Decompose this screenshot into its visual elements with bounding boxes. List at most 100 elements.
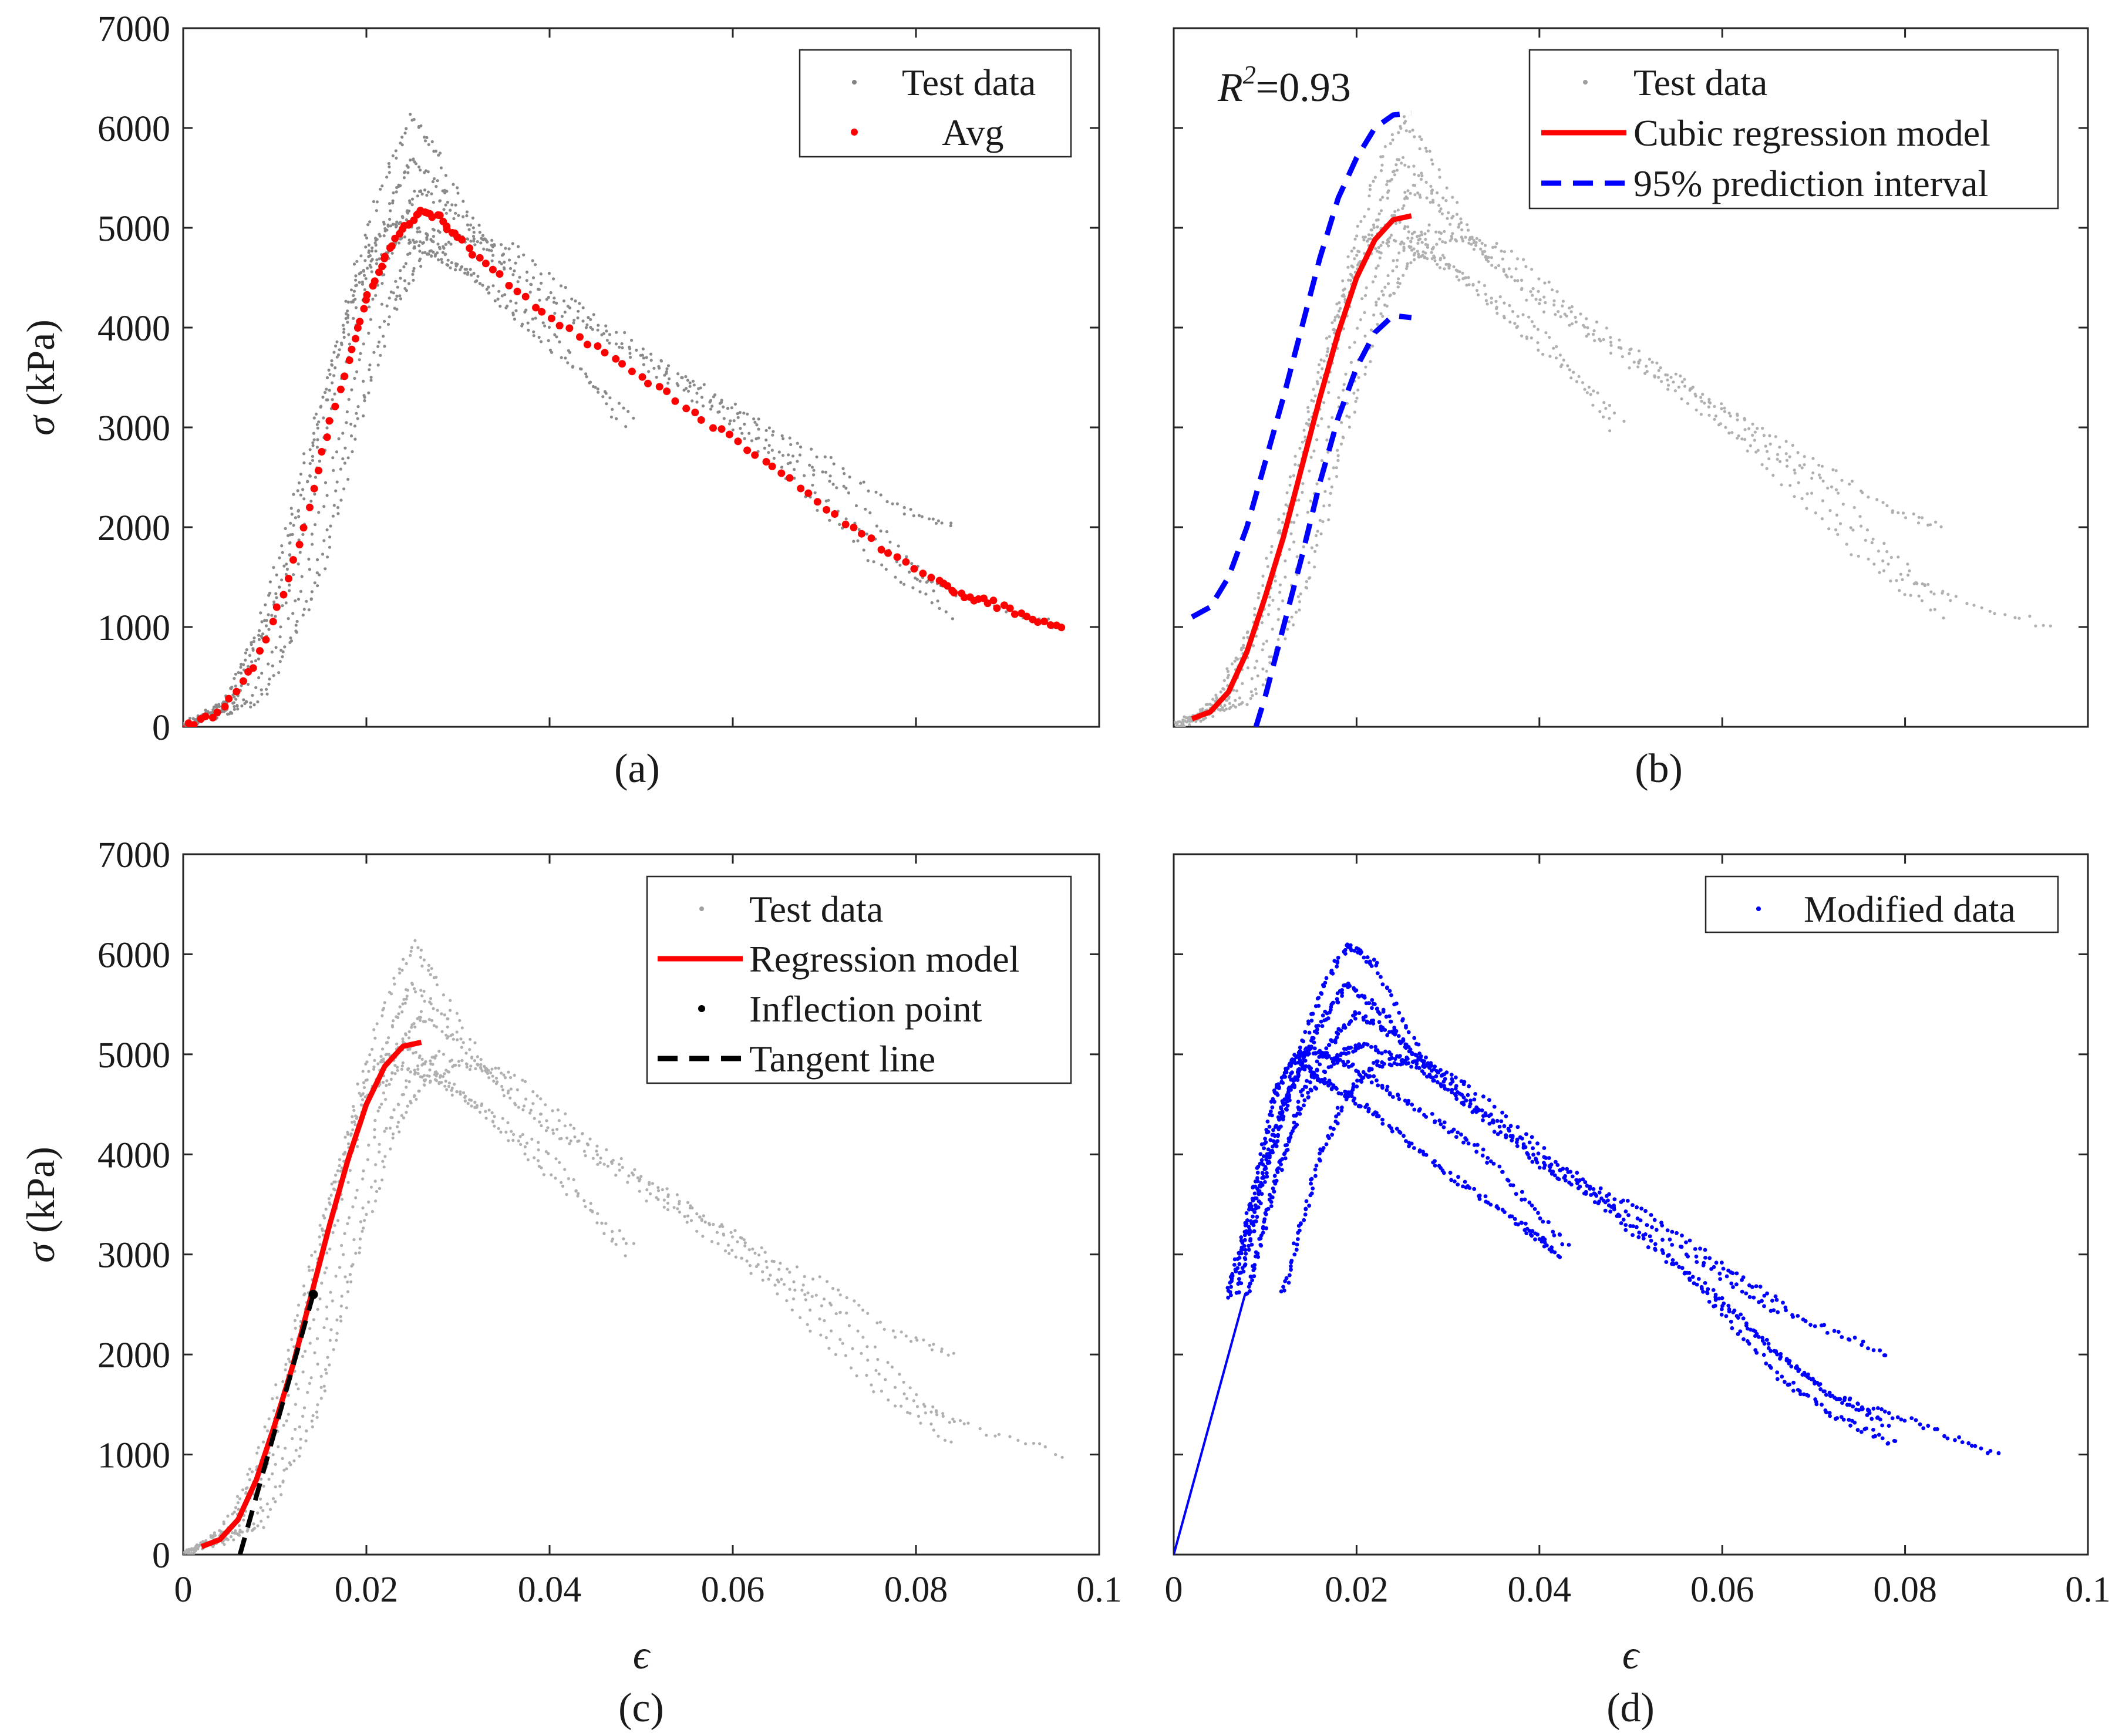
test-data-point [476, 1063, 480, 1067]
test-data-point [348, 1273, 352, 1276]
test-data-point [500, 1071, 503, 1075]
test-data-point [278, 1484, 282, 1488]
test-data-point [1747, 427, 1751, 430]
test-data-point [1412, 164, 1416, 168]
test-data-point [497, 1066, 501, 1070]
test-data-point [1315, 544, 1319, 547]
test-data-point [937, 1434, 940, 1438]
avg-point [352, 335, 360, 343]
test-data-point [311, 444, 315, 447]
test-data-point [879, 493, 882, 497]
test-data-point [323, 1271, 326, 1275]
modified-data-point [1878, 1348, 1882, 1353]
test-data-point [325, 1317, 329, 1320]
test-data-point [1532, 325, 1536, 328]
test-data-point [450, 261, 453, 265]
test-data-point [1393, 210, 1397, 213]
modified-data-point [1325, 1011, 1329, 1016]
avg-point [279, 591, 288, 599]
test-data-point [554, 1157, 558, 1161]
modified-data-point [1290, 1070, 1294, 1075]
test-data-point [645, 1199, 648, 1203]
test-data-point [344, 299, 348, 303]
test-data-point [1403, 225, 1407, 228]
test-data-point [328, 389, 331, 392]
test-data-point [405, 127, 408, 130]
modified-data-point [1296, 1100, 1301, 1104]
test-data-point [1836, 491, 1840, 495]
modified-data-point [1279, 1107, 1284, 1111]
test-data-point [232, 1538, 235, 1542]
test-data-point [339, 1319, 343, 1323]
modified-data-point [1229, 1285, 1234, 1289]
test-data-point [722, 1233, 726, 1237]
test-data-point [1536, 341, 1540, 345]
test-data-point [258, 1497, 262, 1501]
test-data-point [238, 1533, 241, 1537]
test-data-point [311, 1414, 315, 1417]
test-data-point [1472, 239, 1476, 242]
test-data-point [1805, 507, 1808, 510]
test-data-point [413, 245, 416, 248]
test-data-point [408, 199, 412, 203]
modified-data-point [1363, 1014, 1368, 1019]
modified-data-point [1447, 1130, 1451, 1135]
test-data-point [1569, 376, 1573, 380]
test-data-point [796, 441, 799, 445]
test-data-point [1404, 129, 1408, 133]
test-data-point [1645, 365, 1648, 368]
test-data-point [336, 1219, 340, 1222]
test-data-point [359, 352, 362, 355]
test-data-point [426, 234, 429, 237]
test-data-point [441, 251, 445, 254]
test-data-point [855, 1374, 858, 1378]
test-data-point [235, 1495, 240, 1498]
modified-data-point [1481, 1118, 1485, 1122]
test-data-point [614, 342, 618, 346]
test-data-point [442, 993, 446, 997]
test-data-point [396, 1066, 399, 1069]
test-data-point [1356, 388, 1360, 392]
test-data-point [1261, 648, 1264, 652]
test-data-point [604, 392, 608, 395]
test-data-point [614, 1243, 618, 1246]
test-data-point [1598, 338, 1601, 341]
test-data-point [346, 1181, 350, 1184]
test-data-point [1253, 613, 1257, 617]
modified-data-point [1373, 1002, 1377, 1006]
test-data-point [267, 613, 270, 616]
test-data-point [1288, 483, 1292, 487]
test-data-point [405, 1086, 408, 1089]
modified-data-point [1396, 1034, 1401, 1038]
test-data-point [376, 363, 380, 367]
test-data-point [234, 685, 237, 688]
modified-data-point [1244, 1252, 1248, 1256]
test-data-point [433, 1078, 437, 1081]
test-data-point [365, 1078, 369, 1081]
test-data-point [767, 451, 770, 454]
test-data-point [1447, 211, 1450, 214]
test-data-point [292, 1345, 296, 1349]
test-data-point [1424, 180, 1428, 184]
test-data-point [339, 1169, 342, 1173]
modified-data-point [1257, 1192, 1261, 1196]
test-data-point [1387, 189, 1390, 193]
test-data-point [444, 242, 448, 246]
test-data-point [745, 1259, 749, 1263]
test-data-point [291, 612, 295, 615]
test-data-point [315, 446, 319, 449]
test-data-point [1622, 419, 1626, 423]
modified-data-point [1328, 1007, 1333, 1012]
test-data-point [277, 671, 281, 675]
test-data-point [1568, 368, 1571, 372]
modified-data-point [1348, 943, 1353, 948]
test-data-point [469, 273, 473, 277]
modified-data-point [1326, 1043, 1331, 1047]
test-data-point [324, 1208, 328, 1211]
y-tick-label: 3000 [97, 409, 170, 449]
test-data-point [291, 1437, 294, 1441]
test-data-point [582, 1199, 586, 1202]
test-data-point [312, 416, 316, 420]
test-data-point [450, 203, 454, 207]
